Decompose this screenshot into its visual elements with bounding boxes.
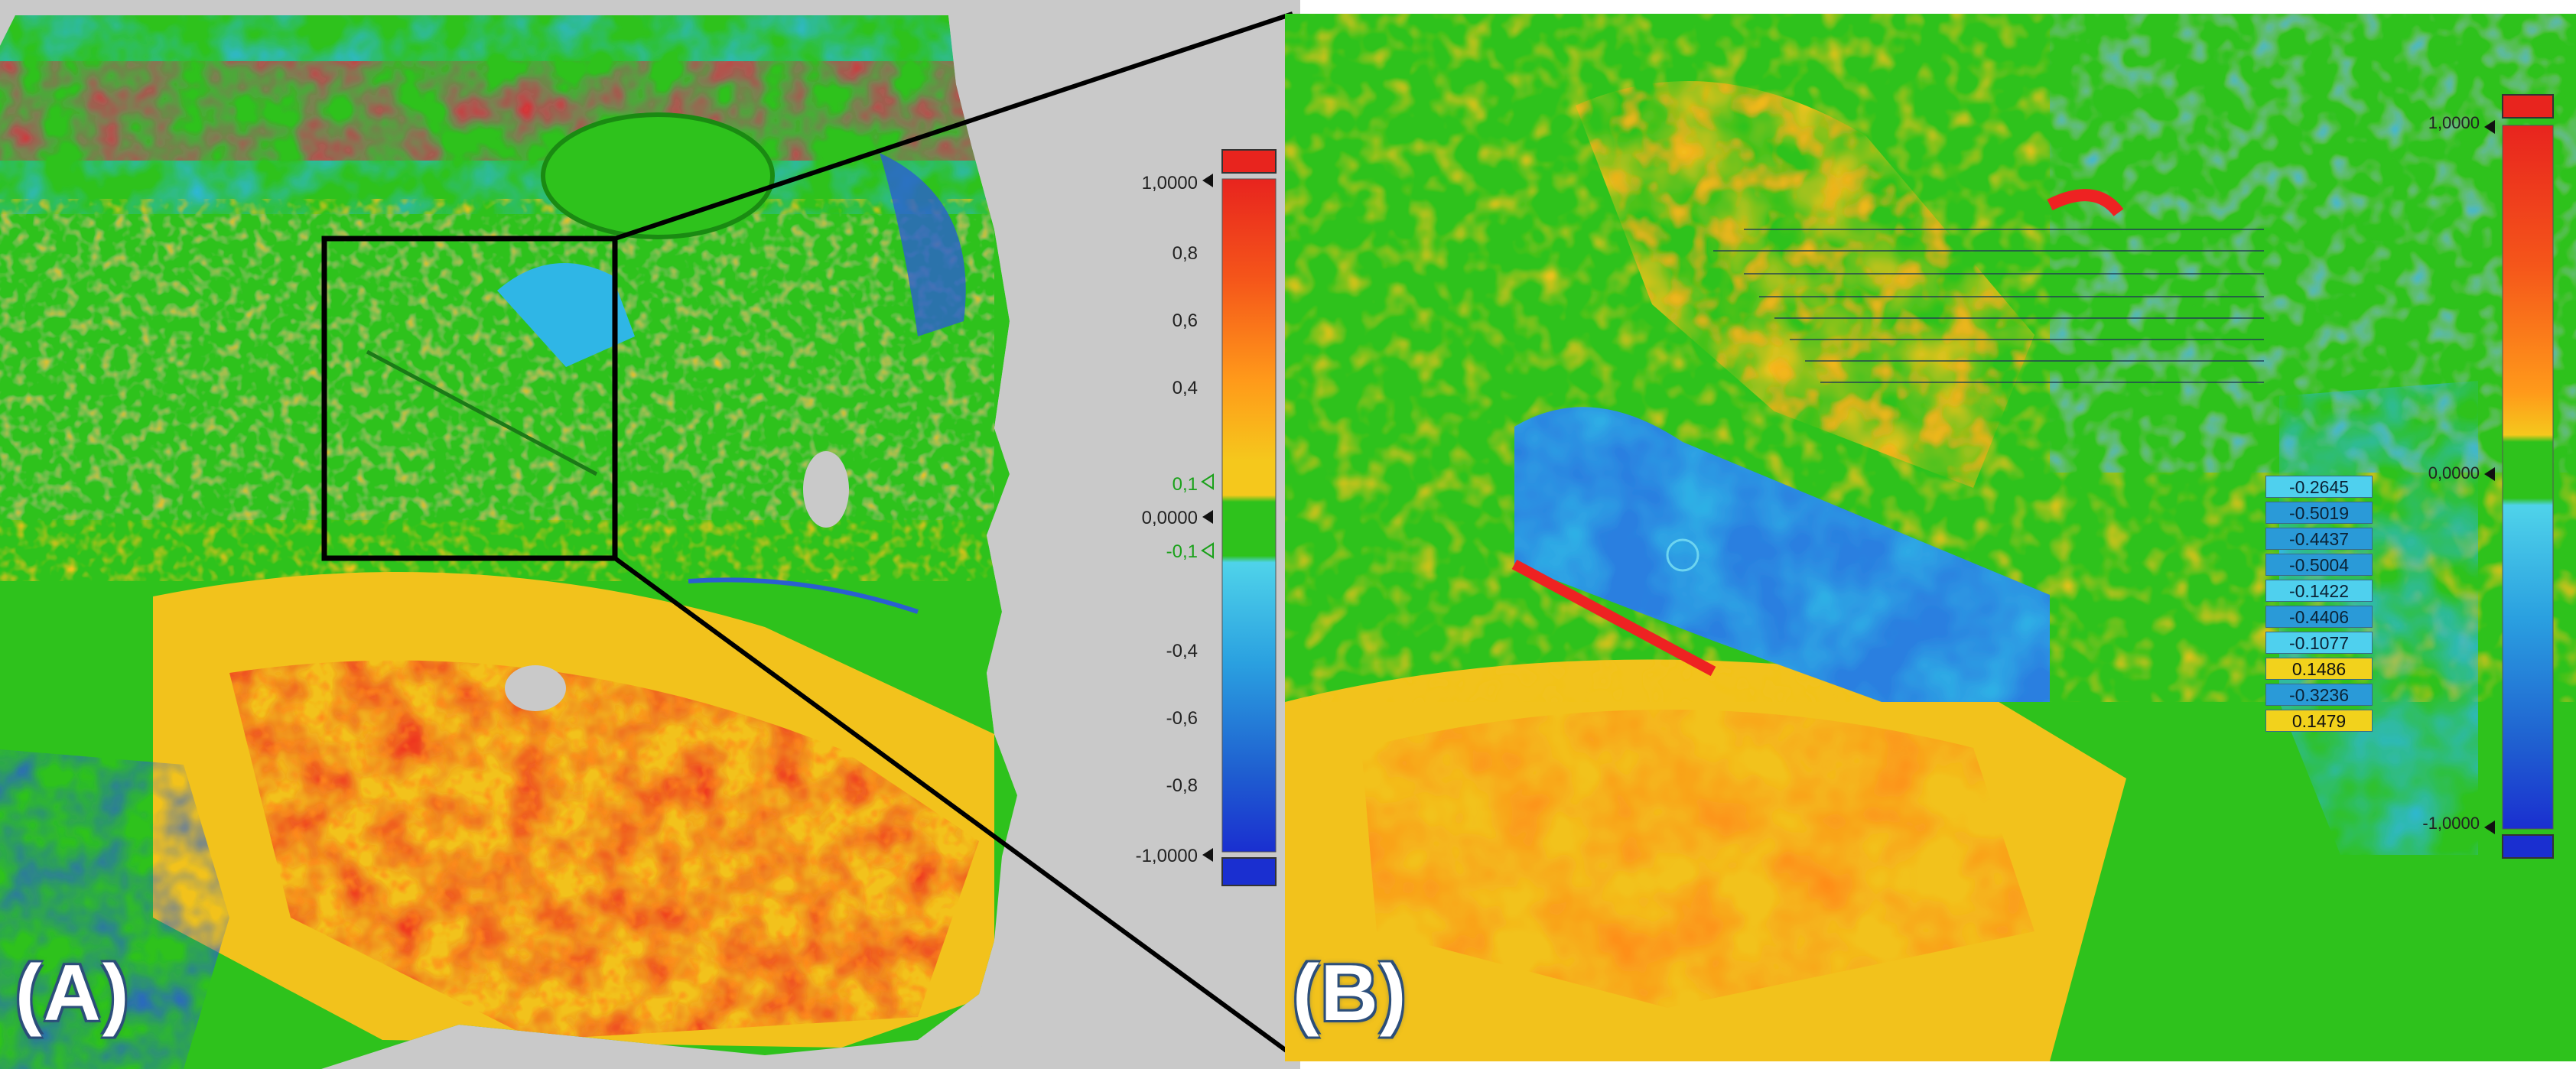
zoom-region-rectangle [321,236,618,561]
zoomed-surface [1285,14,2576,1061]
measurement-value: -0.1422 [2265,580,2373,602]
scale-a-tick-label: 1,0000 [1141,173,1198,193]
skull-surface-overview [0,0,1300,1069]
panel-b-label: (B) [1293,949,1408,1038]
scale-a-tick-label-green: -0,1 [1166,541,1198,562]
scale-b-tick-label: 0,0000 [2428,463,2480,483]
measurement-value: 0.1479 [2265,710,2373,732]
scale-a-tick-label: 0,0000 [1141,508,1198,528]
measurement-value: -0.4437 [2265,528,2373,550]
scale-b-tick-label: 1,0000 [2428,113,2480,132]
scale-b-tick-label: -1,0000 [2422,814,2480,833]
measurement-value: -0.3236 [2265,684,2373,706]
scale-a-tick-label: -0,4 [1166,641,1198,661]
scale-a-tick-label: -0,6 [1166,708,1198,729]
panel-b-zoomed-colormap: 1,0000 0,0000 -1,0000 -0.2645 -0.5019 -0.4… [1285,14,2576,1061]
measurement-value: -0.4406 [2265,606,2373,628]
panel-a-label: (A) [15,949,131,1038]
color-scale-a [1201,149,1277,886]
scale-a-tick-label: -1,0000 [1135,846,1198,866]
scale-a-tick-label: 0,6 [1172,310,1198,331]
scale-a-tick-label: -0,8 [1166,775,1198,796]
measurement-value: -0.5019 [2265,502,2373,524]
scale-a-tick-label: 0,4 [1172,378,1198,398]
scale-a-tick-label-green: 0,1 [1172,474,1198,495]
color-scale-b [2484,94,2554,859]
scale-a-tick-label: 0,8 [1172,243,1198,264]
panel-a-skull-colormap: 1,0000 0,8 0,6 0,4 0,1 0,0000 -0,1 -0,4 … [0,0,1300,1069]
measurement-value: -0.2645 [2265,476,2373,498]
measurement-value: 0.1486 [2265,658,2373,680]
measurement-value: -0.1077 [2265,632,2373,654]
measurement-value: -0.5004 [2265,554,2373,576]
